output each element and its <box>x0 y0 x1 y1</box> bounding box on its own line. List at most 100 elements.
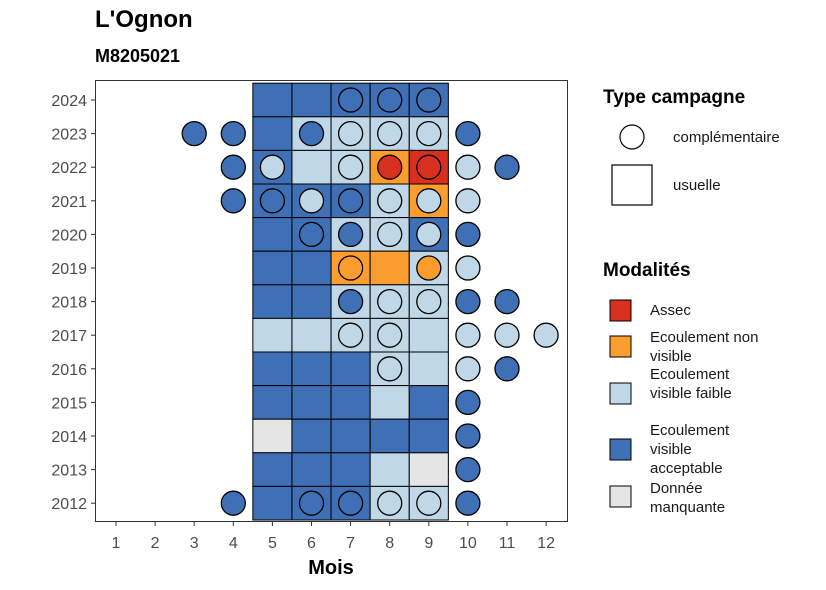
point-2016-11 <box>494 356 520 382</box>
chart-subtitle: M8205021 <box>95 46 181 66</box>
x-axis-label: Mois <box>308 557 354 579</box>
y-tick-label-2023: 2023 <box>51 127 87 144</box>
point-2012-4 <box>220 490 246 516</box>
point-2020-9 <box>416 221 442 248</box>
point-2015-10 <box>455 389 481 416</box>
point-2017-12 <box>533 322 559 348</box>
point-2022-10 <box>455 154 481 180</box>
point-2018-11 <box>494 288 520 315</box>
point-2020-8 <box>377 221 403 248</box>
point-2012-9 <box>416 490 442 516</box>
point-2021-6 <box>298 188 325 214</box>
x-tick-label-3: 3 <box>190 535 199 552</box>
point-2012-6 <box>298 490 325 516</box>
point-2018-8 <box>377 288 403 315</box>
tile-2019-8 <box>369 250 410 286</box>
complementaire-circles <box>181 87 559 516</box>
point-2018-9 <box>416 288 442 315</box>
tile-2016-6 <box>291 351 332 387</box>
y-tick-label-2018: 2018 <box>51 295 87 312</box>
point-2018-7 <box>337 288 364 315</box>
point-2020-6 <box>298 221 325 248</box>
point-2021-9 <box>416 188 442 214</box>
tile-2018-6 <box>291 284 332 319</box>
tile-2019-5 <box>252 250 293 286</box>
tile-2018-5 <box>252 284 293 319</box>
tile-2023-5 <box>252 116 293 151</box>
point-2021-10 <box>455 188 481 214</box>
y-tick-label-2013: 2013 <box>51 463 87 480</box>
x-tick-label-9: 9 <box>424 535 433 552</box>
tile-2020-5 <box>252 217 293 252</box>
point-2017-11 <box>494 322 520 348</box>
tile-2013-7 <box>330 452 371 487</box>
tile-2016-9 <box>408 351 449 387</box>
point-2021-8 <box>377 188 403 214</box>
x-tick-label-5: 5 <box>268 535 277 552</box>
point-2017-7 <box>337 322 364 348</box>
point-2012-10 <box>455 490 481 516</box>
point-2024-9 <box>416 87 442 113</box>
x-tick-label-11: 11 <box>499 535 516 552</box>
tile-2013-5 <box>252 452 293 487</box>
legend-circle-key <box>619 124 645 150</box>
x-tick-label-1: 1 <box>112 535 121 552</box>
point-2021-5 <box>259 188 286 214</box>
x-tick-label-10: 10 <box>459 535 477 552</box>
x-tick-label-4: 4 <box>229 535 238 552</box>
point-2012-8 <box>377 490 403 516</box>
x-tick-label-8: 8 <box>385 535 394 552</box>
point-2019-9 <box>416 255 442 281</box>
tile-2016-5 <box>252 351 293 387</box>
tile-2014-5 <box>252 418 293 454</box>
point-2017-8 <box>377 322 403 348</box>
legend-label-acceptable: Ecoulement visible acceptable <box>650 422 730 477</box>
point-2013-10 <box>455 456 481 483</box>
point-2024-7 <box>337 87 364 113</box>
x-tick-label-12: 12 <box>537 535 555 552</box>
point-2016-10 <box>455 356 481 382</box>
legend-swatch-manquante <box>609 485 632 508</box>
legend-label-nonvisible: Ecoulement non visible <box>650 329 759 365</box>
x-tick-label-2: 2 <box>151 535 160 552</box>
legend-label-manquante: Donnée manquante <box>650 480 726 516</box>
tile-2022-6 <box>291 149 332 185</box>
point-2023-7 <box>337 120 364 147</box>
tile-2013-9 <box>408 452 449 487</box>
legend-label-faible: Ecoulement visible faible <box>650 366 732 402</box>
tile-2016-7 <box>330 351 371 387</box>
chart-title: L'Ognon <box>95 6 193 33</box>
point-2022-11 <box>494 154 520 180</box>
point-2022-5 <box>259 154 286 180</box>
point-2023-8 <box>377 120 403 147</box>
y-tick-label-2020: 2020 <box>51 227 87 244</box>
tile-2015-5 <box>252 385 293 420</box>
tile-2014-8 <box>369 418 410 454</box>
tile-2017-5 <box>252 317 293 353</box>
y-tick-label-2015: 2015 <box>51 395 87 412</box>
tile-2014-9 <box>408 418 449 454</box>
point-2019-10 <box>455 255 481 281</box>
point-2018-10 <box>455 288 481 315</box>
point-2020-7 <box>337 221 364 248</box>
point-2021-7 <box>337 188 364 214</box>
legend-swatch-acceptable <box>609 438 632 461</box>
tile-2015-8 <box>369 385 410 420</box>
legend-type-keys <box>611 124 653 206</box>
point-2023-9 <box>416 120 442 147</box>
legend-square-key <box>611 164 653 206</box>
point-2012-7 <box>337 490 364 516</box>
y-tick-label-2019: 2019 <box>51 261 87 278</box>
tile-2015-9 <box>408 385 449 420</box>
point-2023-3 <box>181 120 207 147</box>
tile-2015-7 <box>330 385 371 420</box>
point-2017-10 <box>455 322 481 348</box>
point-2024-8 <box>377 87 403 113</box>
point-2021-4 <box>220 188 246 214</box>
point-2023-4 <box>220 120 246 147</box>
tile-2024-5 <box>252 82 293 118</box>
legend-type-title: Type campagne <box>603 87 746 108</box>
tile-2017-9 <box>408 317 449 353</box>
legend-swatch-assec <box>609 299 632 322</box>
